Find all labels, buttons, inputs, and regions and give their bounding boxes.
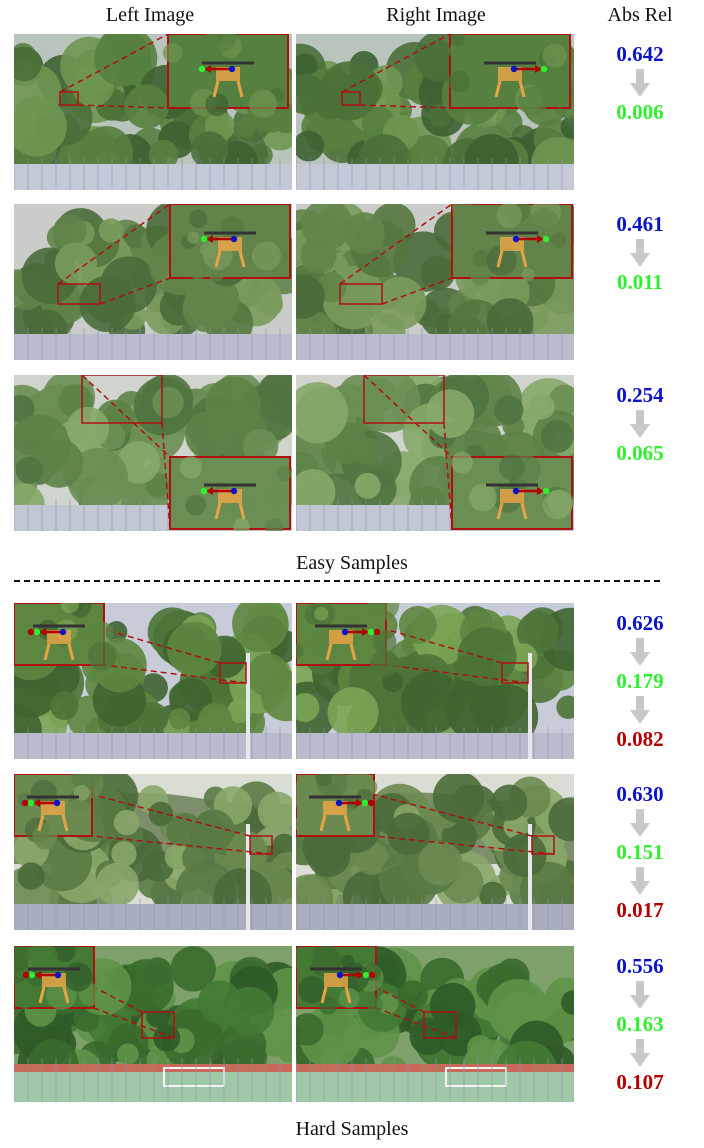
hard-sample-6-left-image [14,946,292,1102]
easy-sample-2-right-image [296,204,574,360]
abs-rel-value-improved: 0.065 [616,441,664,465]
hard-sample-5-right-image [296,774,574,930]
abs-rel-value-baseline: 0.630 [616,782,664,806]
easy-sample-1-left-image [14,34,292,190]
down-arrow-icon [630,239,650,267]
abs-rel-value-refined: 0.107 [616,1070,664,1094]
abs-rel-value-improved: 0.179 [616,669,664,693]
easy-sample-2-left-image [14,204,292,360]
abs-rel-value-improved: 0.006 [616,100,664,124]
down-arrow-icon [630,1039,650,1067]
down-arrow-icon [630,867,650,895]
abs-rel-value-baseline: 0.626 [616,611,664,635]
down-arrow-icon [630,696,650,724]
abs-rel-value-improved: 0.011 [616,270,664,294]
abs-rel-value-improved: 0.163 [616,1012,664,1036]
abs-rel-value-refined: 0.017 [616,898,664,922]
abs-rel-value-improved: 0.151 [616,840,664,864]
down-arrow-icon [630,981,650,1009]
hard-samples-caption: Hard Samples [295,1118,409,1140]
easy-samples-caption: Easy Samples [296,552,408,574]
easy-sample-3-left-image [14,375,292,531]
section-divider [14,580,660,582]
abs-rel-value-refined: 0.082 [616,727,664,751]
left-image-header: Left Image [105,4,195,26]
easy-sample-3-right-image [296,375,574,531]
abs-rel-value-baseline: 0.556 [616,954,664,978]
hard-sample-6-right-image [296,946,574,1102]
abs-rel-value-baseline: 0.461 [616,212,664,236]
hard-sample-5-left-image [14,774,292,930]
abs-rel-value-baseline: 0.642 [616,42,664,66]
down-arrow-icon [630,69,650,97]
abs-rel-header: Abs Rel [607,4,673,26]
right-image-header: Right Image [386,4,486,26]
down-arrow-icon [630,410,650,438]
hard-sample-4-right-image [296,603,574,759]
down-arrow-icon [630,809,650,837]
hard-sample-4-left-image [14,603,292,759]
down-arrow-icon [630,638,650,666]
abs-rel-value-baseline: 0.254 [616,383,664,407]
easy-sample-1-right-image [296,34,574,190]
